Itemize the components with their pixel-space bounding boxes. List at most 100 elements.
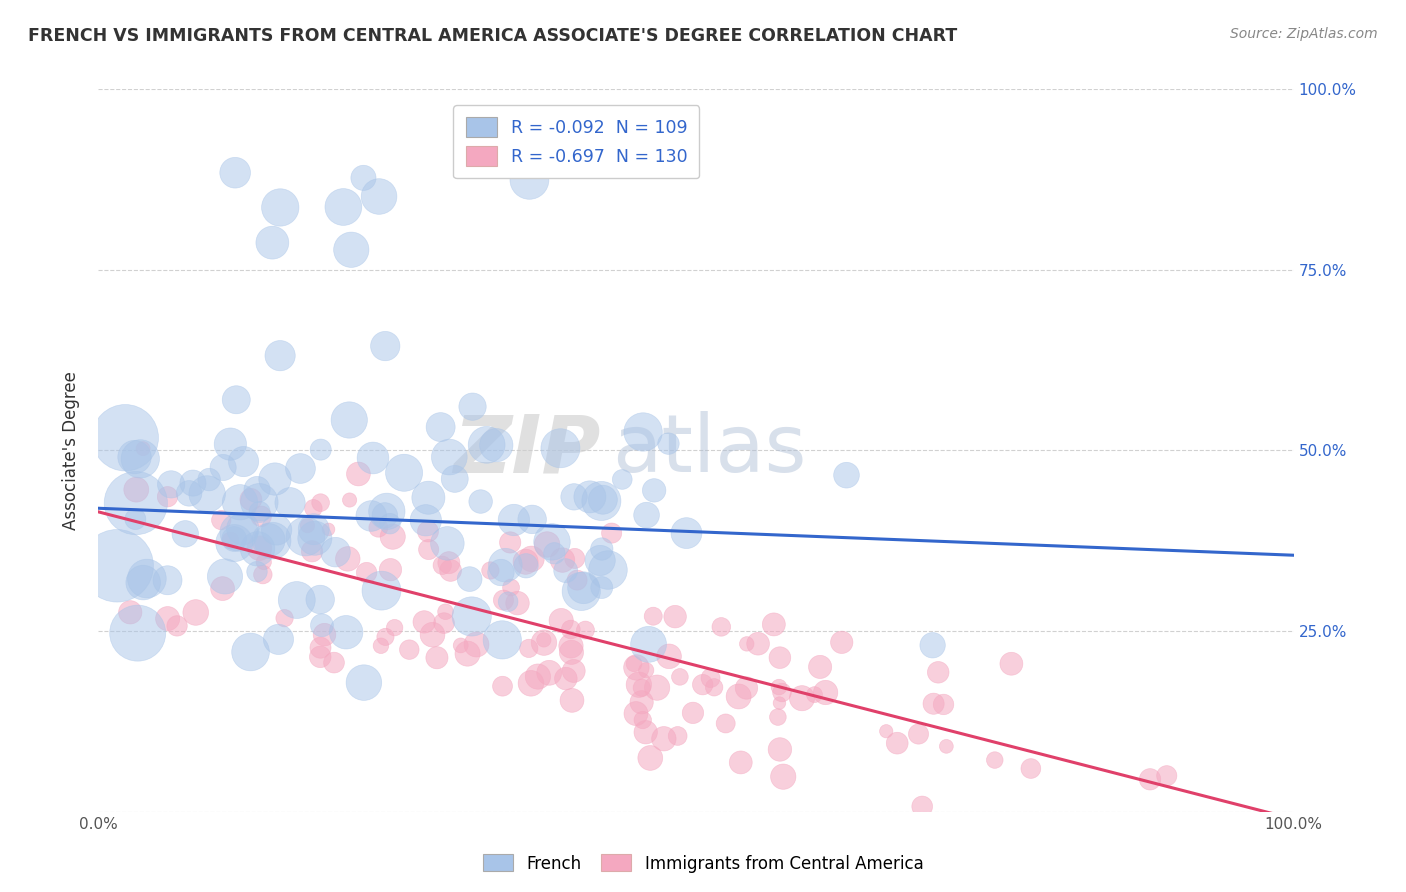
Point: [269, 349, 291, 363]
Point: [195, 487, 218, 501]
Point: [699, 671, 721, 685]
Point: [239, 645, 262, 659]
Point: [564, 551, 586, 566]
Point: [443, 472, 465, 486]
Point: [380, 563, 402, 577]
Point: [541, 535, 564, 549]
Point: [499, 535, 522, 549]
Point: [935, 739, 957, 754]
Point: [766, 710, 789, 724]
Point: [309, 442, 332, 457]
Point: [623, 657, 645, 671]
Point: [135, 572, 157, 586]
Point: [479, 564, 502, 578]
Point: [418, 542, 440, 557]
Point: [496, 595, 519, 609]
Point: [770, 685, 793, 699]
Point: [517, 641, 540, 656]
Point: [224, 532, 246, 546]
Point: [503, 513, 526, 527]
Point: [239, 492, 262, 507]
Point: [301, 544, 323, 558]
Point: [589, 553, 612, 567]
Point: [494, 558, 516, 573]
Point: [311, 618, 333, 632]
Point: [415, 513, 437, 527]
Point: [267, 632, 290, 647]
Point: [643, 609, 665, 624]
Point: [250, 509, 273, 524]
Point: [224, 536, 246, 550]
Point: [125, 496, 148, 510]
Point: [626, 660, 648, 674]
Point: [808, 660, 831, 674]
Point: [875, 724, 897, 739]
Point: [927, 665, 949, 680]
Point: [156, 612, 179, 626]
Point: [269, 201, 291, 215]
Point: [370, 639, 392, 653]
Point: [249, 505, 271, 519]
Point: [533, 632, 555, 647]
Point: [174, 526, 197, 541]
Point: [332, 200, 354, 214]
Point: [1139, 772, 1161, 787]
Point: [533, 635, 555, 649]
Point: [374, 508, 396, 523]
Point: [921, 638, 943, 652]
Point: [727, 690, 749, 704]
Point: [554, 672, 576, 686]
Point: [768, 680, 790, 694]
Point: [703, 681, 725, 695]
Point: [413, 615, 436, 629]
Point: [803, 688, 825, 702]
Point: [228, 525, 250, 540]
Point: [125, 483, 148, 497]
Point: [692, 678, 714, 692]
Point: [285, 593, 308, 607]
Point: [636, 508, 658, 522]
Point: [574, 623, 596, 637]
Point: [591, 581, 613, 595]
Point: [485, 438, 508, 452]
Point: [814, 685, 837, 699]
Point: [273, 611, 295, 625]
Point: [536, 537, 558, 551]
Point: [527, 669, 550, 683]
Point: [337, 413, 360, 427]
Point: [551, 553, 574, 567]
Point: [458, 572, 481, 586]
Point: [209, 513, 232, 527]
Point: [457, 647, 479, 661]
Point: [246, 565, 269, 579]
Point: [560, 645, 582, 659]
Point: [309, 592, 332, 607]
Point: [294, 529, 316, 543]
Point: [262, 533, 284, 548]
Point: [769, 742, 792, 756]
Point: [374, 339, 396, 353]
Point: [339, 493, 361, 508]
Point: [253, 555, 276, 569]
Point: [710, 620, 733, 634]
Point: [592, 492, 614, 507]
Point: [572, 581, 595, 595]
Point: [560, 639, 582, 653]
Point: [637, 637, 659, 651]
Point: [461, 609, 484, 624]
Point: [129, 451, 152, 466]
Point: [519, 173, 541, 187]
Point: [229, 495, 252, 509]
Point: [747, 637, 769, 651]
Point: [636, 663, 658, 677]
Point: [560, 623, 582, 637]
Text: Source: ZipAtlas.com: Source: ZipAtlas.com: [1230, 27, 1378, 41]
Point: [437, 556, 460, 570]
Point: [439, 450, 461, 464]
Point: [302, 501, 325, 516]
Point: [378, 516, 401, 531]
Point: [353, 170, 375, 185]
Point: [392, 466, 415, 480]
Point: [156, 574, 179, 588]
Point: [361, 450, 384, 465]
